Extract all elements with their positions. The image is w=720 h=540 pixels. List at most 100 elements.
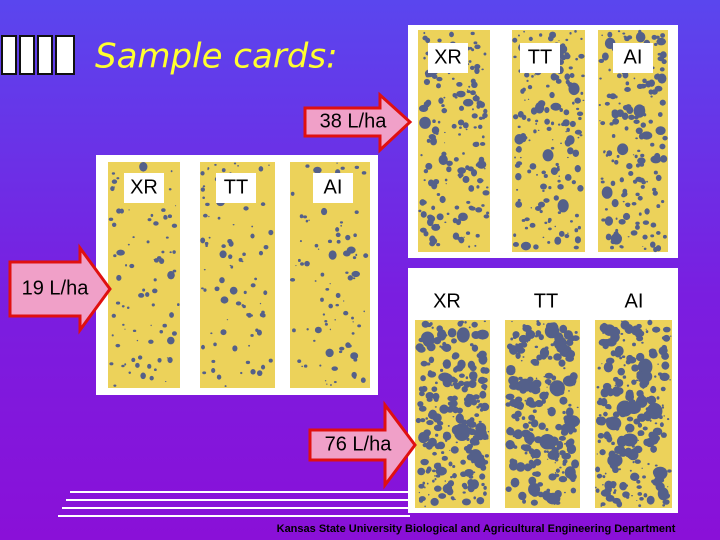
droplet-stain xyxy=(640,153,645,158)
droplet-stain xyxy=(246,313,250,317)
droplet-stain xyxy=(442,432,452,441)
droplet-stain xyxy=(557,123,561,126)
droplet-stain xyxy=(334,319,336,321)
droplet-stain xyxy=(153,258,156,261)
droplet-stain xyxy=(442,343,452,352)
droplet-stain xyxy=(454,205,460,210)
droplet-stain xyxy=(153,368,157,372)
droplet-stain xyxy=(425,73,430,78)
droplet-stain xyxy=(132,236,135,239)
droplet-stain xyxy=(631,364,639,372)
droplet-stain xyxy=(611,483,616,489)
droplet-stain xyxy=(346,344,352,348)
droplet-stain xyxy=(555,501,561,505)
droplet-stain xyxy=(565,439,574,449)
droplet-stain xyxy=(339,221,344,224)
droplet-stain xyxy=(434,475,436,477)
droplet-stain xyxy=(109,362,114,366)
droplet-stain xyxy=(528,381,535,387)
droplet-stain xyxy=(462,491,466,494)
droplet-stain xyxy=(420,375,426,382)
droplet-stain xyxy=(645,330,649,334)
droplet-stain xyxy=(520,359,523,362)
droplet-stain xyxy=(436,76,443,82)
droplet-stain xyxy=(656,37,667,46)
droplet-stain xyxy=(656,396,660,400)
droplet-stain xyxy=(232,223,235,226)
droplet-stain xyxy=(338,350,343,354)
droplet-stain xyxy=(305,164,310,168)
droplet-stain xyxy=(444,178,448,182)
droplet-stain xyxy=(447,395,455,402)
droplet-stain xyxy=(425,441,434,450)
droplet-stain xyxy=(510,345,517,352)
droplet-stain xyxy=(475,233,480,238)
droplet-stain xyxy=(517,34,520,37)
droplet-stain xyxy=(258,166,264,172)
droplet-stain xyxy=(433,462,442,470)
droplet-stain xyxy=(564,173,572,181)
droplet-stain xyxy=(135,362,140,368)
label-box xyxy=(613,43,653,73)
droplet-stain xyxy=(604,208,608,211)
droplet-stain xyxy=(544,118,550,125)
droplet-stain xyxy=(248,344,251,347)
card-label: AI xyxy=(324,176,343,198)
droplet-stain xyxy=(444,221,447,224)
droplet-stain xyxy=(521,429,531,438)
droplet-stain xyxy=(447,424,450,427)
droplet-stain xyxy=(546,126,552,132)
droplet-stain xyxy=(481,468,484,471)
droplet-stain xyxy=(454,498,456,501)
droplet-stain xyxy=(531,490,539,497)
droplet-stain xyxy=(616,73,622,79)
droplet-stain xyxy=(599,120,601,122)
droplet-stain xyxy=(111,334,114,337)
droplet-stain xyxy=(122,323,125,326)
droplet-stain xyxy=(571,335,580,341)
droplet-stain xyxy=(559,324,568,334)
droplet-stain xyxy=(661,361,670,370)
droplet-stain xyxy=(621,112,629,120)
droplet-stain xyxy=(113,186,116,188)
droplet-stain xyxy=(167,214,173,219)
droplet-stain xyxy=(519,156,522,159)
droplet-stain xyxy=(202,213,208,218)
droplet-stain xyxy=(629,469,632,472)
droplet-stain xyxy=(559,66,563,69)
droplet-stain xyxy=(635,224,640,230)
droplet-stain xyxy=(243,206,249,211)
droplet-stain xyxy=(615,425,620,431)
droplet-stain xyxy=(254,277,258,281)
droplet-stain xyxy=(547,220,551,224)
droplet-stain xyxy=(432,469,436,473)
droplet-stain xyxy=(428,493,430,496)
droplet-stain xyxy=(610,331,620,343)
droplet-stain xyxy=(468,85,471,88)
droplet-stain xyxy=(208,215,210,218)
droplet-stain xyxy=(636,485,642,489)
droplet-stain xyxy=(479,473,486,480)
droplet-stain xyxy=(630,230,638,236)
droplet-stain xyxy=(437,224,439,226)
droplet-stain xyxy=(260,364,266,370)
droplet-stain xyxy=(554,225,557,228)
droplet-stain xyxy=(645,80,652,88)
droplet-stain xyxy=(600,388,609,398)
droplet-stain xyxy=(468,185,475,192)
droplet-stain xyxy=(559,466,562,469)
droplet-stain xyxy=(423,78,431,86)
droplet-stain xyxy=(637,439,639,441)
droplet-stain xyxy=(552,453,557,457)
droplet-stain xyxy=(655,174,662,182)
droplet-stain xyxy=(468,326,471,329)
droplet-stain xyxy=(459,126,462,129)
droplet-stain xyxy=(477,376,487,385)
droplet-stain xyxy=(471,459,475,464)
droplet-stain xyxy=(528,36,533,42)
droplet-stain xyxy=(475,422,487,434)
label-box xyxy=(313,173,353,203)
droplet-stain xyxy=(472,95,480,102)
droplet-stain xyxy=(514,156,516,159)
droplet-stain xyxy=(472,108,474,111)
